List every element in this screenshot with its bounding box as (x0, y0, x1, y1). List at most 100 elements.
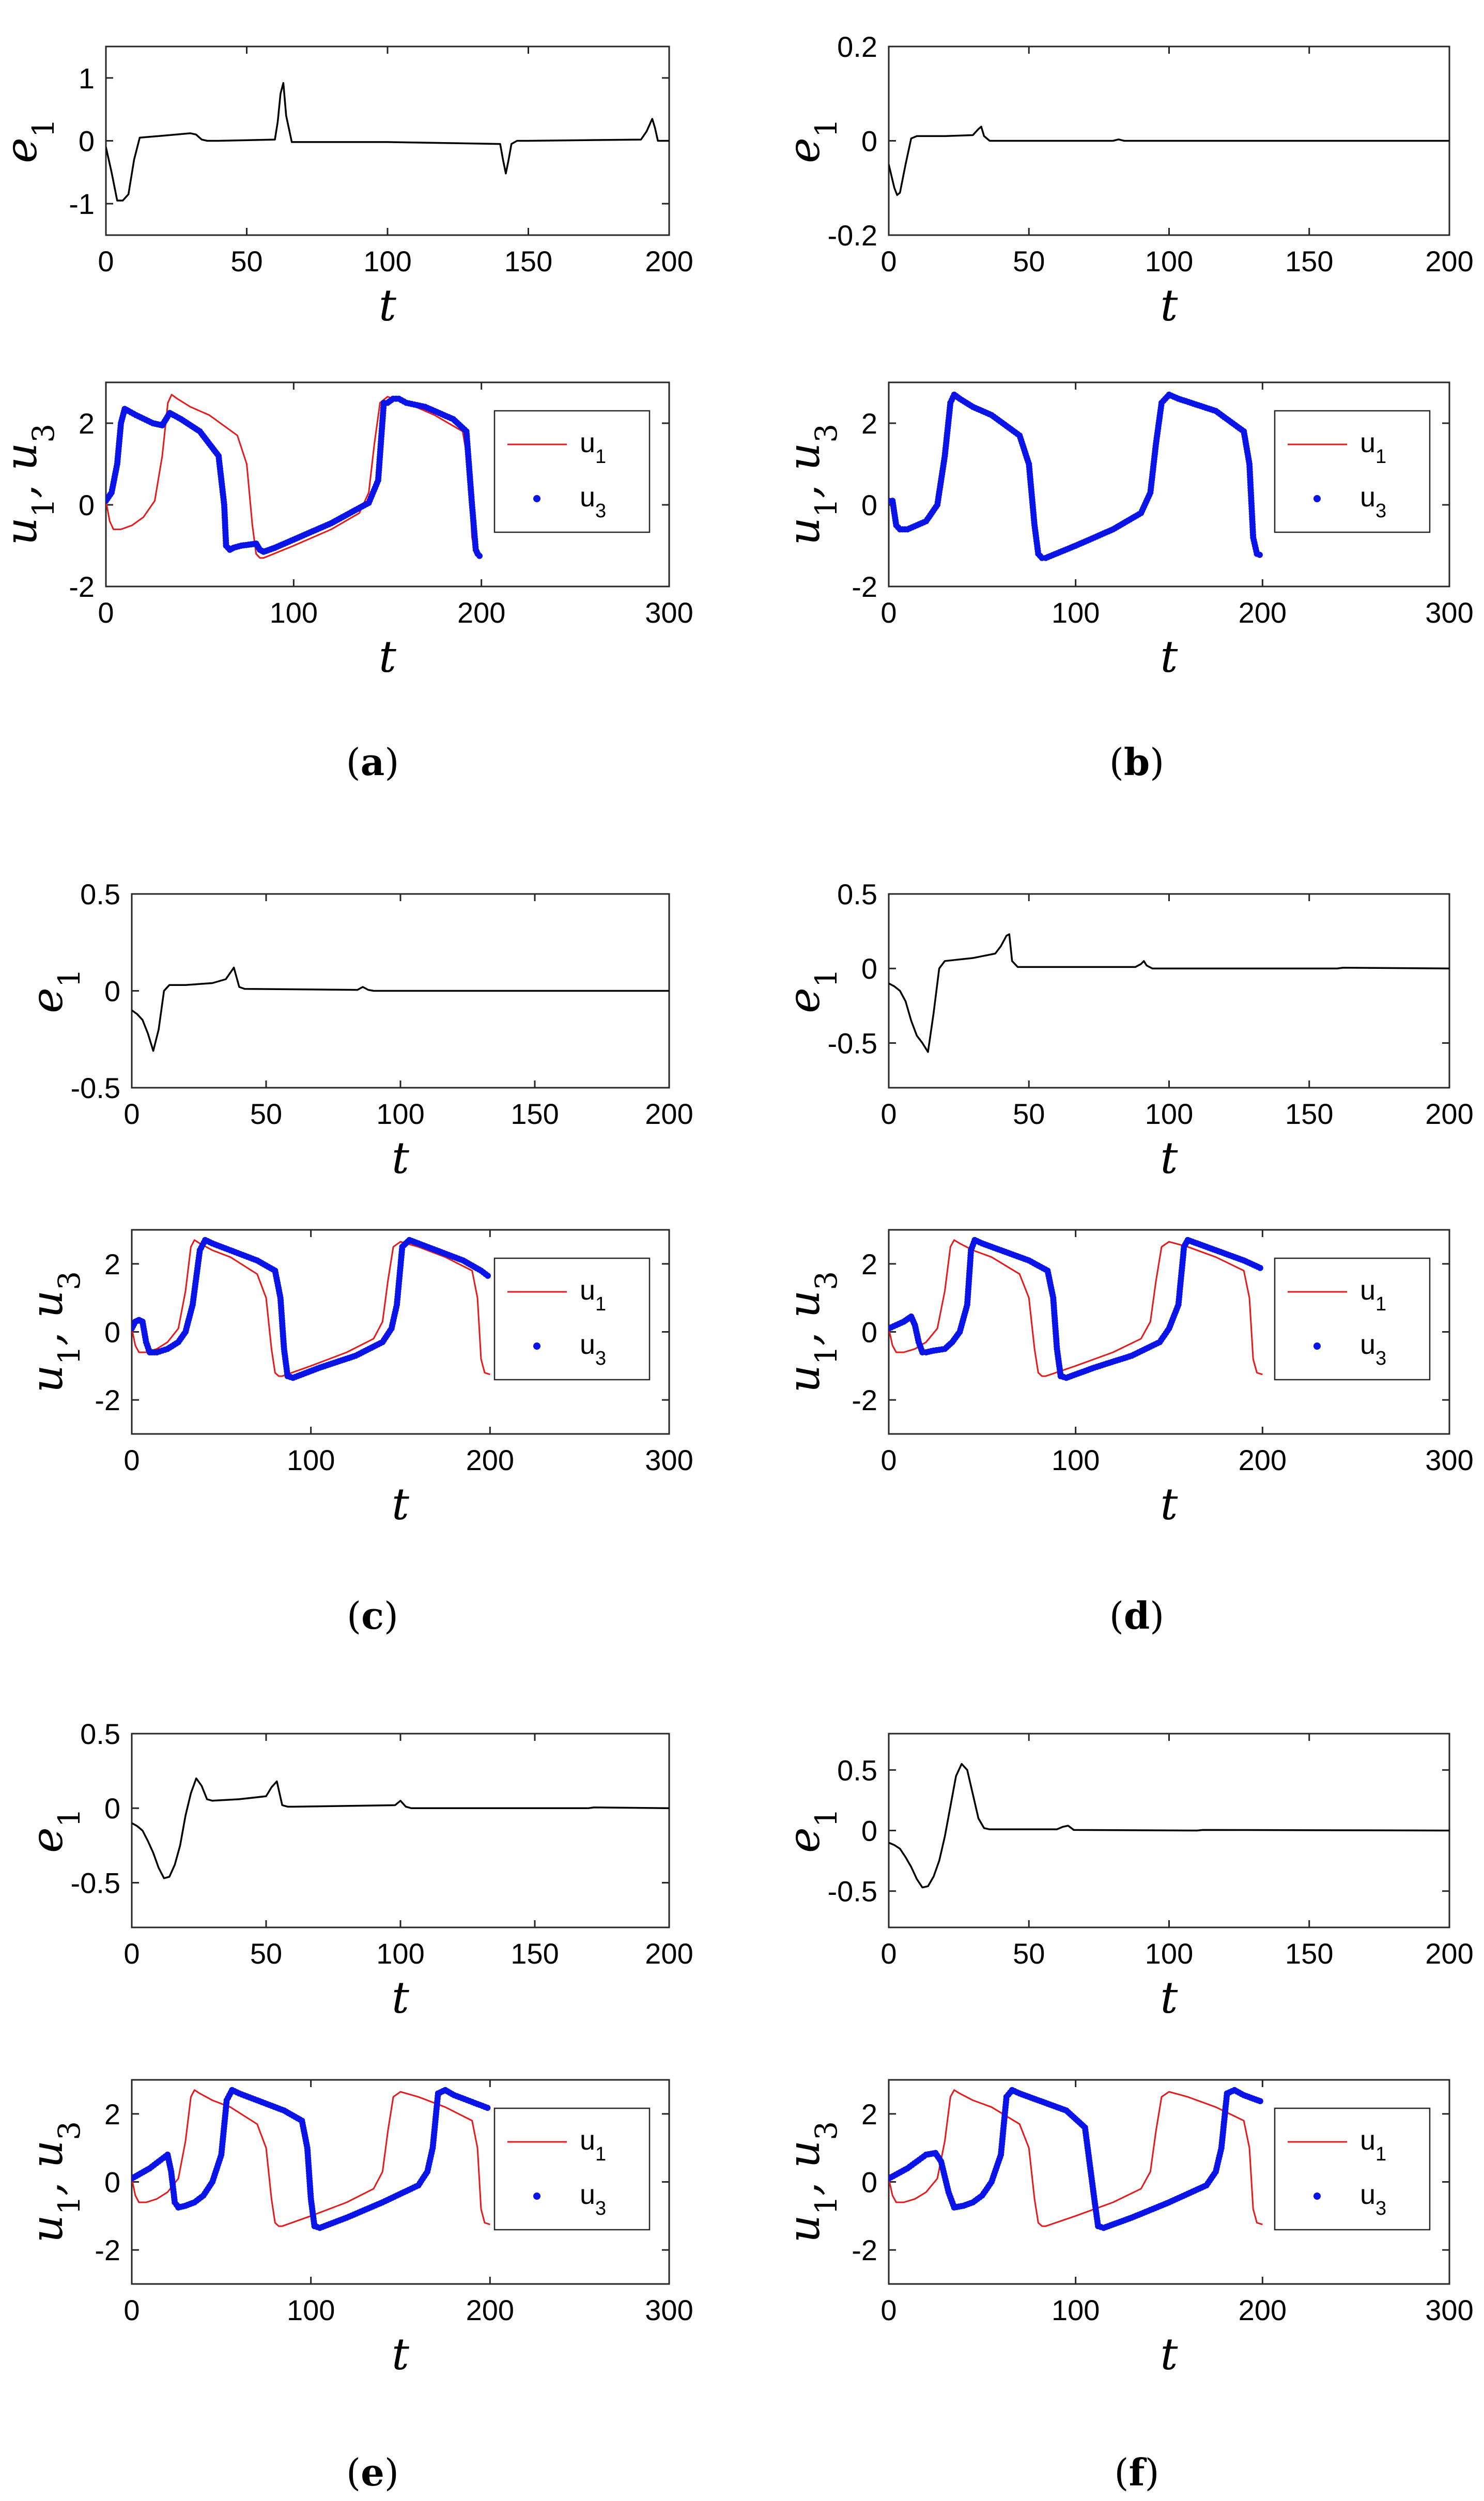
b-bottom-legend-label-u3: u3 (1360, 482, 1386, 522)
f-bottom-legend-label-u1: u1 (1360, 2125, 1386, 2165)
e-bottom-u3-point (484, 2105, 491, 2111)
e-top-ytick-label: -0.5 (71, 1866, 121, 1899)
a-bottom-legend-label-u3: u3 (580, 482, 606, 522)
a-bottom-xlabel: t (379, 631, 396, 682)
a-bottom-series-u1 (106, 394, 482, 559)
c-bottom-ytick-label: 2 (104, 1248, 120, 1280)
b-top-xlabel: t (1161, 280, 1178, 331)
e-top-xtick-label: 0 (123, 1937, 140, 1970)
f-bottom-xtick-label: 300 (1425, 2294, 1473, 2326)
a-bottom-legend-label-u1: u1 (580, 427, 606, 468)
d-top-xlabel: t (1161, 1133, 1178, 1183)
b-bottom-legend-label-u1: u1 (1360, 427, 1386, 468)
f-bottom-xtick-label: 100 (1052, 2294, 1100, 2326)
c-top-ylabel: e1 (22, 968, 87, 1013)
c-bottom-u3-point (485, 1272, 491, 1279)
e-top-axes-box (131, 1733, 670, 1928)
a-bottom-ytick-label: 0 (79, 489, 95, 521)
e-top-xtick-label: 100 (376, 1937, 424, 1970)
a-top-xtick-label: 100 (363, 245, 411, 277)
c-bottom-ytick-label: 0 (104, 1316, 120, 1349)
e-bottom-legend-u3-swatch (533, 2193, 540, 2200)
f-bottom-ytick-label: -2 (852, 2234, 877, 2266)
e-bottom-ylabel: u1, u3 (22, 2121, 87, 2243)
f-top-xtick-label: 0 (880, 1937, 896, 1970)
d-top-xtick-label: 150 (1285, 1098, 1333, 1130)
d-top-series-e1 (889, 933, 1449, 1053)
f-bottom-legend-u3-swatch (1313, 2193, 1321, 2200)
e-top-xlabel: t (392, 1972, 409, 2023)
c-top-ytick-label: 0 (104, 975, 120, 1008)
a-top-xlabel: t (379, 280, 396, 331)
b-bottom-legend-u3-swatch (1313, 495, 1321, 502)
c-top-xtick-label: 150 (511, 1098, 559, 1130)
d-bottom-ytick-label: -2 (852, 1384, 877, 1416)
a-top-series-e1 (106, 82, 669, 202)
a-bottom-legend-box (493, 410, 651, 533)
f-bottom-legend-label-u3: u3 (1360, 2179, 1386, 2219)
d-top-ytick-label: -0.5 (828, 1027, 878, 1059)
b-bottom-ylabel: u1, u3 (779, 424, 844, 545)
e-bottom-xtick-label: 100 (287, 2294, 335, 2326)
c-top-series-e1 (132, 966, 669, 1052)
d-top-xtick-label: 100 (1145, 1098, 1193, 1130)
caption-b: (b) (1109, 740, 1165, 784)
c-bottom-legend-box (493, 1257, 651, 1381)
a-top-ytick-label: 0 (79, 125, 95, 158)
b-bottom-ytick-label: 2 (861, 407, 877, 440)
d-bottom-u3-point (1257, 1264, 1263, 1271)
f-top-xtick-label: 200 (1425, 1937, 1473, 1970)
b-bottom-ytick-label: 0 (861, 489, 877, 521)
b-top-xtick-label: 0 (880, 245, 896, 277)
a-top-xtick-label: 200 (645, 245, 693, 277)
b-bottom-u3-point (1256, 551, 1263, 558)
d-bottom-legend-u3-swatch (1313, 1342, 1321, 1350)
c-top-xtick-label: 200 (645, 1098, 693, 1130)
e-top-ytick-label: 0 (104, 1792, 120, 1825)
d-top-ytick-label: 0.5 (837, 878, 877, 910)
b-bottom-series-u3 (889, 391, 1263, 561)
subplot-e-top: 0 50 100 150 200 -0.5 0 0.5 t e1 (22, 1718, 693, 2023)
caption-a: (a) (346, 740, 399, 784)
d-bottom-ytick-label: 2 (861, 1248, 877, 1280)
a-bottom-xtick-label: 100 (270, 596, 318, 629)
d-top-xtick-label: 50 (1013, 1098, 1045, 1130)
e-bottom-ytick-label: -2 (95, 2234, 120, 2266)
c-bottom-series-u3 (132, 1237, 491, 1381)
c-bottom-ytick-label: -2 (95, 1384, 120, 1416)
f-bottom-xlabel: t (1161, 2329, 1178, 2380)
b-bottom-xtick-label: 200 (1239, 596, 1287, 629)
f-bottom-series-u1 (889, 2089, 1263, 2227)
e-bottom-ytick-label: 2 (104, 2098, 120, 2131)
e-top-series-e1 (132, 1777, 669, 1879)
a-bottom-legend-u3-swatch (533, 495, 540, 502)
b-top-xtick-label: 50 (1013, 245, 1045, 277)
c-top-ytick-label: 0.5 (80, 878, 120, 910)
b-bottom-xtick-label: 100 (1052, 596, 1100, 629)
c-top-ytick-label: -0.5 (71, 1072, 121, 1104)
b-top-series-e1 (889, 126, 1449, 196)
d-top-ylabel: e1 (779, 968, 844, 1013)
e-top-xtick-label: 50 (250, 1937, 282, 1970)
a-bottom-ylabel: u1, u3 (0, 424, 61, 545)
a-bottom-ytick-label: 2 (79, 407, 95, 440)
c-bottom-xtick-label: 100 (287, 1444, 335, 1476)
a-bottom-xtick-label: 300 (645, 596, 693, 629)
d-top-axes-box (888, 893, 1450, 1089)
a-top-xtick-label: 50 (230, 245, 262, 277)
b-bottom-xlabel: t (1161, 631, 1178, 682)
b-top-ytick-label: 0 (861, 125, 877, 158)
c-bottom-xtick-label: 200 (466, 1444, 514, 1476)
b-top-xtick-label: 100 (1145, 245, 1193, 277)
f-top-xtick-label: 100 (1145, 1937, 1193, 1970)
c-top-xlabel: t (392, 1133, 409, 1183)
e-bottom-xtick-label: 200 (466, 2294, 514, 2326)
a-top-xtick-label: 0 (98, 245, 114, 277)
